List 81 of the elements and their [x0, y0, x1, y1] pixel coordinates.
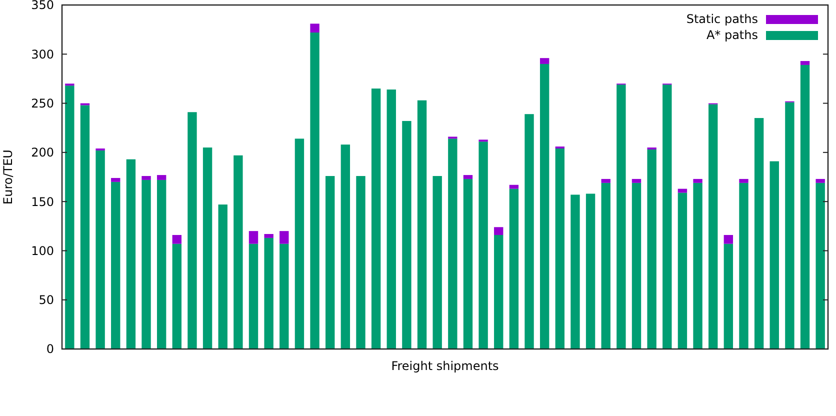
bar [800, 61, 810, 65]
bar [386, 90, 396, 349]
bar [234, 155, 243, 349]
y-tick-label: 0 [46, 342, 54, 356]
y-axis-title: Euro/TEU [1, 150, 15, 204]
bar [172, 234, 182, 244]
bar [800, 64, 810, 349]
bar [310, 24, 320, 33]
bar [142, 176, 151, 180]
legend-label: A* paths [706, 28, 758, 42]
bar [524, 114, 534, 349]
bar [754, 118, 764, 349]
legend-label: Static paths [686, 12, 758, 26]
bar [540, 58, 550, 64]
bar [340, 144, 350, 349]
bar [816, 178, 825, 183]
y-tick-label: 100 [31, 244, 54, 258]
bar [601, 178, 610, 183]
bar [172, 244, 182, 349]
bar [739, 182, 748, 349]
bar [202, 148, 212, 349]
bar [264, 234, 274, 238]
bar [417, 100, 427, 349]
bar [248, 231, 258, 244]
bar [264, 238, 274, 349]
bar [188, 112, 197, 349]
bar [218, 204, 228, 349]
bar [724, 234, 734, 244]
y-tick-label: 350 [31, 0, 54, 12]
bar [294, 138, 304, 349]
bar [616, 84, 626, 349]
bar [111, 178, 120, 182]
bar [80, 105, 90, 349]
bar [142, 180, 151, 349]
bar [432, 176, 442, 349]
bar [555, 148, 564, 349]
bar [280, 231, 289, 244]
y-tick-label: 150 [31, 194, 54, 209]
bar [310, 32, 320, 349]
bar [96, 150, 105, 349]
bar [570, 194, 580, 349]
x-axis-title: Freight shipments [391, 359, 499, 373]
bar [371, 88, 381, 349]
bar [586, 194, 596, 349]
bar [540, 64, 550, 349]
bar [65, 86, 74, 349]
bar [494, 234, 504, 349]
bar [816, 182, 825, 349]
bar [402, 120, 412, 349]
bar [632, 182, 642, 349]
bar [632, 178, 642, 183]
bar [111, 182, 120, 349]
bar [662, 84, 672, 349]
bar [463, 175, 473, 179]
bar [248, 244, 258, 349]
bar [647, 149, 656, 349]
bar [280, 244, 289, 349]
bar [739, 178, 748, 183]
bar [356, 176, 366, 349]
bar [156, 175, 166, 180]
bar [693, 178, 702, 183]
bar [509, 184, 519, 189]
bar [708, 104, 718, 349]
bar [693, 182, 702, 349]
bar [601, 182, 610, 349]
bar [678, 192, 688, 349]
bar [156, 180, 166, 349]
y-tick-label: 200 [31, 146, 54, 160]
bar [463, 178, 473, 349]
y-tick-label: 50 [38, 293, 54, 308]
bar [326, 176, 335, 349]
bar [724, 244, 734, 349]
bar [785, 102, 794, 349]
bar [478, 142, 488, 349]
y-tick-label: 250 [31, 96, 54, 110]
bar [448, 138, 458, 349]
bar [494, 227, 504, 235]
bar [126, 159, 136, 349]
bar [770, 161, 779, 349]
y-tick-label: 300 [31, 47, 54, 62]
bar [509, 188, 519, 349]
